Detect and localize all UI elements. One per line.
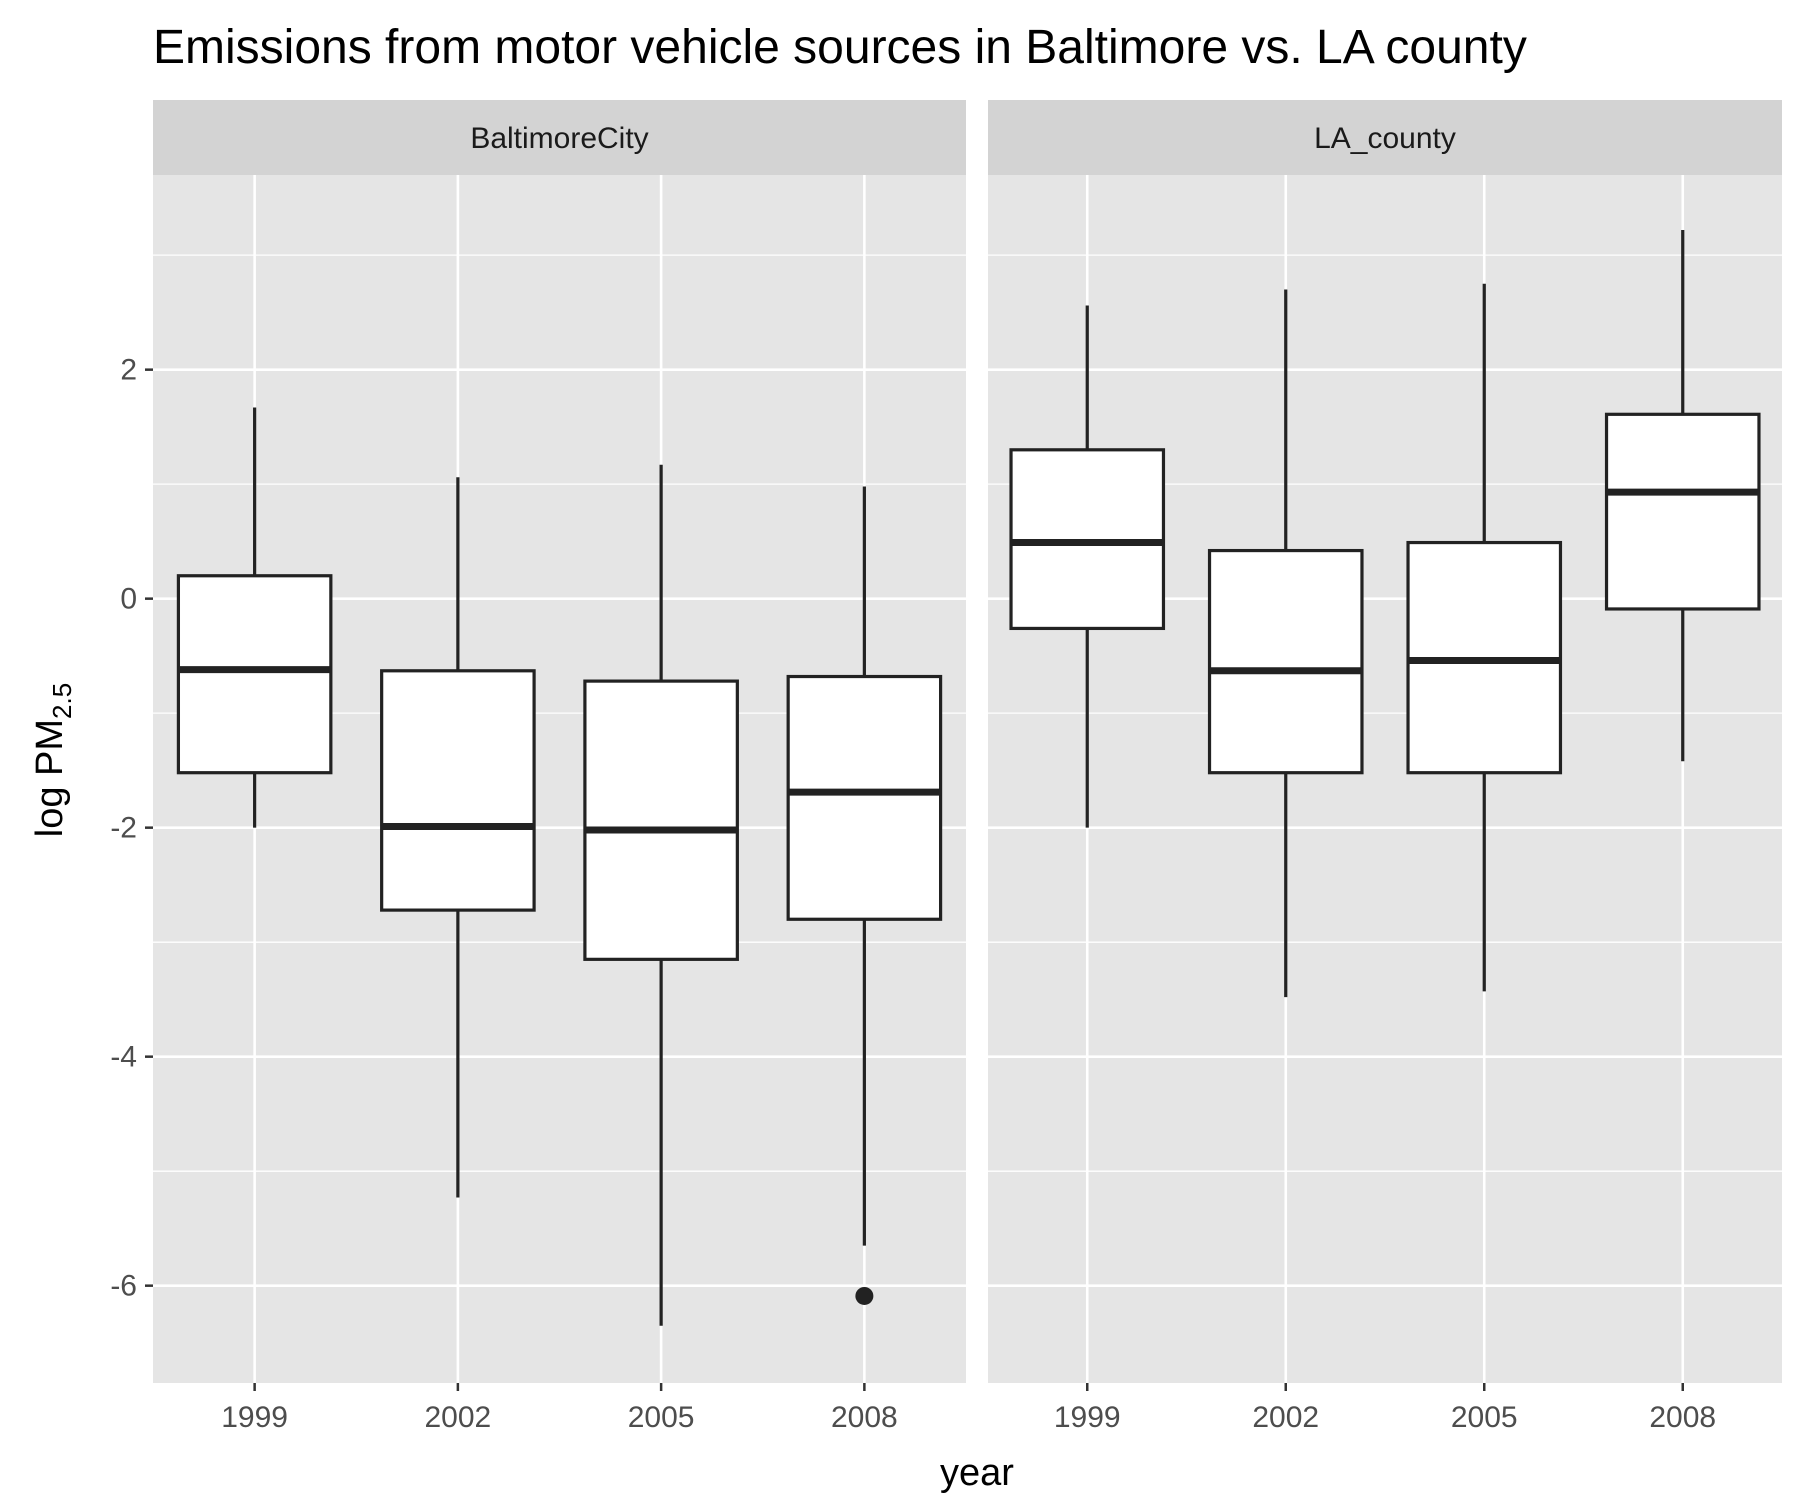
panel-background-la-county xyxy=(988,175,1782,1383)
y-axis-title-subscript: 2.5 xyxy=(47,683,77,719)
chart-title: Emissions from motor vehicle sources in … xyxy=(153,21,1527,74)
box-2002 xyxy=(1207,289,1364,998)
box-2008 xyxy=(786,486,943,1305)
box-iqr xyxy=(583,679,739,961)
boxes-la-county xyxy=(1009,229,1761,998)
box-iqr xyxy=(1207,548,1364,775)
strip-label-baltimorecity: BaltimoreCity xyxy=(470,122,648,155)
box-2005 xyxy=(583,464,739,1326)
x-tick-label: 1999 xyxy=(221,1401,288,1434)
x-tick-label: 2005 xyxy=(628,1401,695,1434)
box-1999 xyxy=(176,407,333,828)
x-tick-label: 2008 xyxy=(831,1401,898,1434)
box-iqr xyxy=(176,574,333,775)
x-tick-label: 2008 xyxy=(1649,1401,1716,1434)
outlier-point xyxy=(855,1286,874,1305)
y-axis-title-main: log PM xyxy=(29,719,71,837)
box-iqr xyxy=(1604,412,1761,611)
x-tick-label: 2002 xyxy=(1252,1401,1319,1434)
x-tick-label: 1999 xyxy=(1054,1401,1121,1434)
x-tick-labels-la-county: 1999 2002 2005 2008 xyxy=(1054,1383,1716,1434)
y-tick-label: -2 xyxy=(110,812,137,845)
panel-baltimorecity: BaltimoreCity 1999 2002 2005 2008 xyxy=(153,100,966,1434)
x-tick-label: 2005 xyxy=(1451,1401,1518,1434)
box-2005 xyxy=(1406,283,1563,992)
y-tick-label: 2 xyxy=(120,354,137,387)
box-iqr xyxy=(380,669,536,912)
panel-la-county: LA_county 1999 2002 2005 2008 xyxy=(988,100,1782,1434)
y-tick-label: 0 xyxy=(120,583,137,616)
x-tick-label: 2002 xyxy=(425,1401,492,1434)
box-2008 xyxy=(1604,229,1761,762)
box-2002 xyxy=(380,477,536,1198)
y-tick-label: -4 xyxy=(110,1041,137,1074)
y-axis-title: log PM2.5 xyxy=(29,683,77,837)
y-axis: 2 0 -2 -4 -6 xyxy=(110,354,153,1303)
boxes-baltimorecity xyxy=(176,407,943,1326)
y-tick-label: -6 xyxy=(110,1270,137,1303)
x-axis-title: year xyxy=(940,1452,1014,1494)
x-tick-labels-baltimorecity: 1999 2002 2005 2008 xyxy=(221,1383,898,1434)
strip-label-la-county: LA_county xyxy=(1314,122,1456,155)
box-iqr xyxy=(786,674,943,921)
strip-background-baltimorecity xyxy=(153,100,966,175)
box-1999 xyxy=(1009,305,1166,828)
strip-background-la-county xyxy=(988,100,1782,175)
